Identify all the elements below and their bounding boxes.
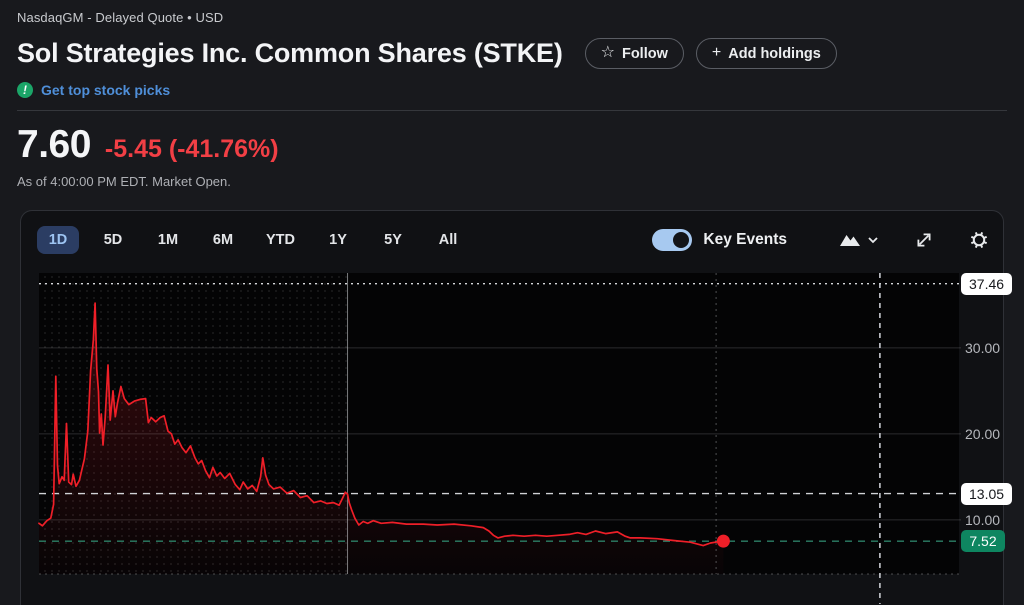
price-change: -5.45 (-41.76%) [105,135,279,164]
y-axis-label-37.46: 37.46 [961,272,1013,295]
header-divider [17,110,1007,111]
current-price: 7.60 [17,123,91,166]
tab-1y[interactable]: 1Y [317,226,359,254]
y-axis-label-10.00: 10.00 [965,511,1001,528]
gear-icon [970,231,988,249]
exchange-line: NasdaqGM - Delayed Quote • USD [17,10,224,25]
toggle-knob [673,232,690,248]
expand-icon [917,233,931,247]
key-events-label: Key Events [703,231,787,248]
last-price-dot [716,534,730,548]
plus-icon: + [711,43,722,61]
y-axis-label-13.05: 13.05 [961,482,1013,505]
mountain-chart-icon [840,235,860,246]
price-line [38,302,725,547]
chart-toolbar: 1D 5D 1M 6M YTD 1Y 5Y All Key Events [21,211,1003,269]
fullscreen-button[interactable] [915,231,933,249]
y-axis-label-20.00: 20.00 [965,425,1001,442]
tab-1d[interactable]: 1D [37,226,79,254]
follow-button[interactable]: ☆ Follow [584,38,684,69]
page-title: Sol Strategies Inc. Common Shares (STKE) [17,38,563,68]
y-axis-label-30.00: 30.00 [965,339,1001,356]
top-stock-picks-label: Get top stock picks [41,82,171,98]
top-stock-picks-link[interactable]: ! Get top stock picks [17,82,170,98]
price-change-value: -5.45 [104,135,162,163]
price-chart-canvas [38,273,961,604]
tab-ytd[interactable]: YTD [257,226,304,254]
chart-settings-button[interactable] [969,230,989,250]
y-axis-label-7.52: 7.52 [961,530,1005,553]
premium-icon: ! [17,82,33,98]
range-tabs: 1D 5D 1M 6M YTD 1Y 5Y All [37,226,469,254]
key-events-toggle[interactable] [652,229,693,251]
tab-1m[interactable]: 1M [147,226,189,254]
tab-6m[interactable]: 6M [202,226,244,254]
tab-5y[interactable]: 5Y [372,226,414,254]
chevron-down-icon [868,237,878,244]
chart-type-button[interactable] [839,231,879,249]
star-icon: ☆ [600,43,615,61]
tab-all[interactable]: All [427,226,469,254]
follow-button-label: Follow [621,45,668,62]
quote-header: NasdaqGM - Delayed Quote • USD Sol Strat… [0,0,1024,189]
as-of-timestamp: As of 4:00:00 PM EDT. Market Open. [17,174,231,189]
add-holdings-button[interactable]: + Add holdings [695,38,837,69]
price-change-percent: (-41.76%) [168,135,279,163]
price-area-fill [39,303,724,574]
add-holdings-label: Add holdings [728,45,821,62]
tab-5d[interactable]: 5D [92,226,134,254]
chart-card: 1D 5D 1M 6M YTD 1Y 5Y All Key Events [20,210,1013,605]
